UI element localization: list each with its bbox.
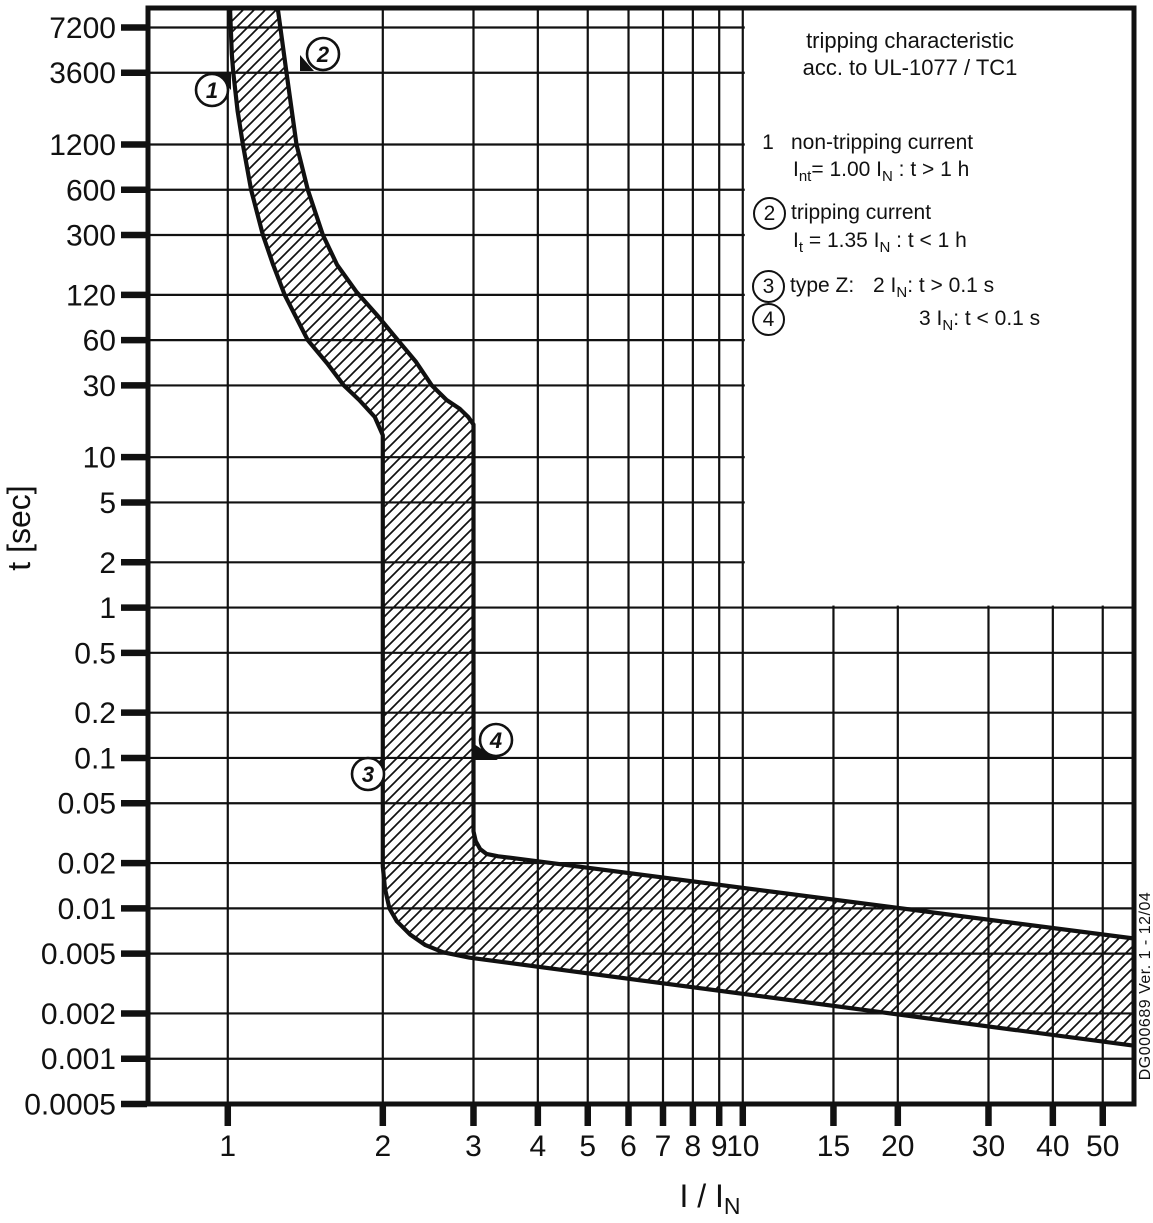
y-tick-label: 120 xyxy=(66,279,116,312)
y-tick-label: 0.02 xyxy=(58,848,116,881)
x-tick-label: 4 xyxy=(529,1130,546,1163)
legend-panel xyxy=(744,10,1132,606)
x-tick-label: 40 xyxy=(1036,1130,1069,1163)
legend-item3-formula: 2 IN: t > 0.1 s xyxy=(873,274,995,301)
legend-title-line2: acc. to UL-1077 / TC1 xyxy=(802,55,1018,80)
x-tick-label: 50 xyxy=(1086,1130,1119,1163)
legend-item2-marker-circle: 2 xyxy=(753,197,786,230)
legend-item1-formula: Int= 1.00 IN : t > 1 h xyxy=(793,158,970,185)
legend-item2-label: tripping current xyxy=(791,201,932,224)
y-tick-label: 0.2 xyxy=(74,697,116,730)
callout-number-2: 2 xyxy=(316,42,330,67)
legend-item3-marker-circle: 3 xyxy=(752,270,785,303)
legend-title: tripping characteristic acc. to UL-1077 … xyxy=(745,27,1075,81)
y-tick-label: 3600 xyxy=(49,57,116,90)
y-tick-label: 0.1 xyxy=(74,742,116,775)
callout-number-3: 3 xyxy=(362,762,374,787)
tripping-limit-curve xyxy=(275,7,1135,941)
plot-frame xyxy=(145,5,1137,1107)
x-tick-label: 5 xyxy=(579,1130,596,1163)
y-tick-label: 0.5 xyxy=(74,637,116,670)
non-tripping-limit-curve xyxy=(227,7,1135,1048)
x-tick-label: 8 xyxy=(685,1130,702,1163)
y-tick-label: 30 xyxy=(83,370,116,403)
y-tick-label: 5 xyxy=(99,487,116,520)
legend-item1-marker: 1 xyxy=(762,131,774,154)
x-tick-label: 2 xyxy=(374,1130,391,1163)
y-tick-label: 0.05 xyxy=(58,788,116,821)
x-tick-label: 6 xyxy=(620,1130,637,1163)
callout-pointer-2 xyxy=(300,55,314,71)
callout-circle-2 xyxy=(305,36,341,72)
x-tick-label: 1 xyxy=(219,1130,236,1163)
y-tick-label: 7200 xyxy=(49,12,116,45)
y-tick-label: 1200 xyxy=(49,129,116,162)
y-tick-label: 0.01 xyxy=(58,893,116,926)
x-tick-label: 3 xyxy=(465,1130,482,1163)
callout-circle-4 xyxy=(478,722,514,758)
y-tick-label: 0.005 xyxy=(41,938,116,971)
callout-number-4: 4 xyxy=(489,728,502,753)
callout-circle-3 xyxy=(350,756,386,792)
x-axis-title: I / IN xyxy=(679,1178,741,1219)
y-tick-label: 10 xyxy=(83,442,116,475)
y-tick-label: 2 xyxy=(99,547,116,580)
x-tick-label: 30 xyxy=(972,1130,1005,1163)
y-tick-label: 300 xyxy=(66,220,116,253)
legend-item2-formula: It = 1.35 IN : t < 1 h xyxy=(793,229,967,256)
x-tick-label: 7 xyxy=(655,1130,672,1163)
y-tick-label: 1 xyxy=(99,592,116,625)
legend-item4-marker-circle: 4 xyxy=(752,303,785,336)
callout-number-1: 1 xyxy=(206,78,218,103)
y-tick-label: 60 xyxy=(83,325,116,358)
document-code-note: DG000689 Ver. 1 - 12/04 xyxy=(1137,891,1153,1081)
y-tick-label: 0.0005 xyxy=(24,1089,116,1122)
y-axis-title: t [sec] xyxy=(1,485,37,571)
x-tick-label: 9 xyxy=(711,1130,728,1163)
legend-title-line1: tripping characteristic xyxy=(806,28,1014,53)
x-tick-label: 20 xyxy=(881,1130,914,1163)
x-tick-label: 10 xyxy=(726,1130,759,1163)
tolerance-band-hatch xyxy=(230,8,1134,1046)
y-tick-label: 0.001 xyxy=(41,1043,116,1076)
legend-item1-label: non-tripping current xyxy=(791,131,974,154)
x-tick-label: 15 xyxy=(817,1130,850,1163)
y-tick-label: 0.002 xyxy=(41,998,116,1031)
y-tick-label: 600 xyxy=(66,174,116,207)
callout-circle-1 xyxy=(194,72,230,108)
legend-item4-formula: 3 IN: t < 0.1 s xyxy=(919,307,1041,334)
legend-item3-label: type Z: xyxy=(790,274,855,297)
